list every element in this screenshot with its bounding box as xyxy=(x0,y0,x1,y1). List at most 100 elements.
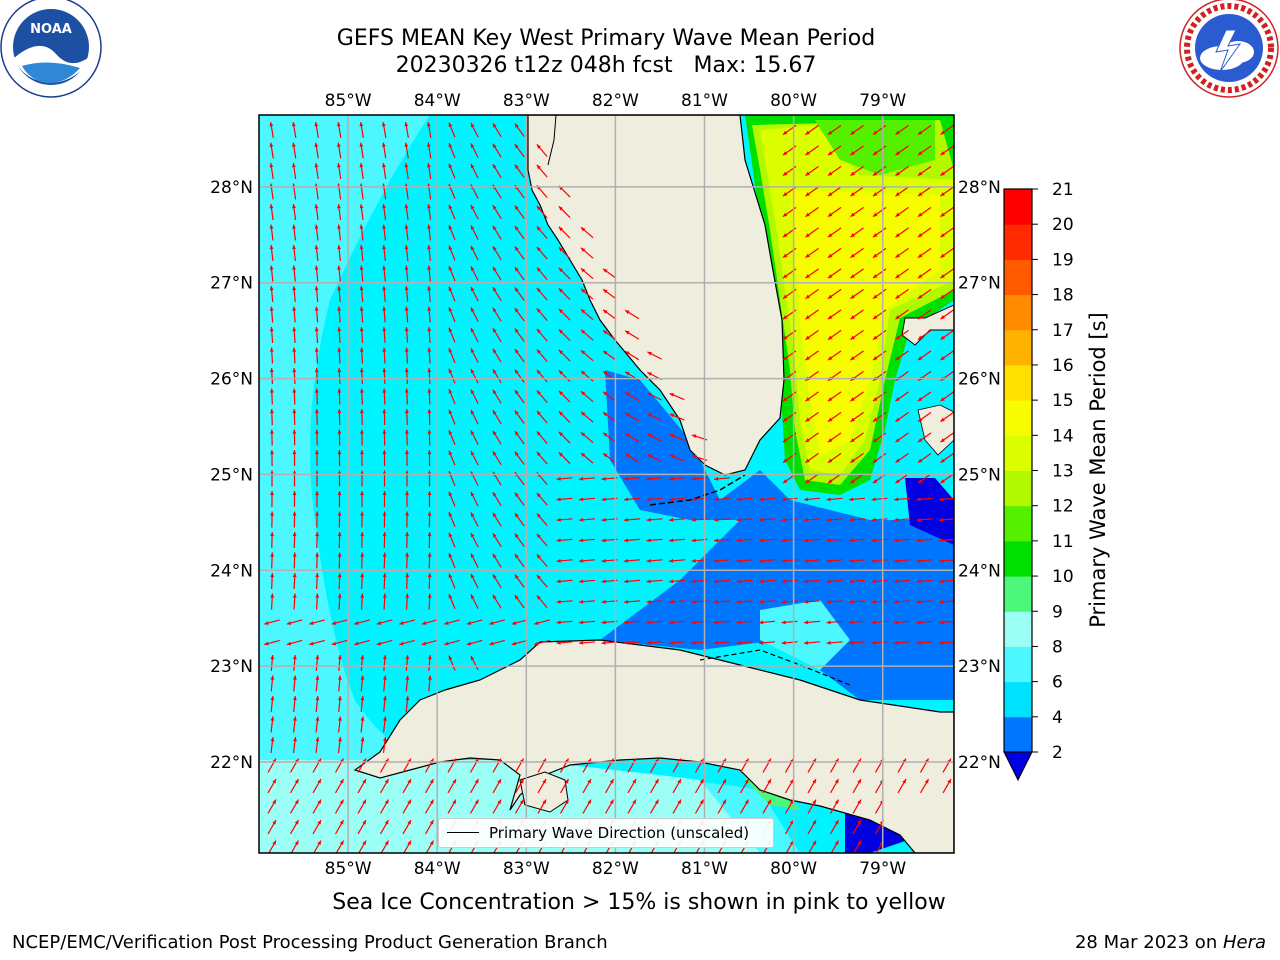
wave-arrow-head xyxy=(317,779,321,784)
wave-arrow-head xyxy=(850,130,855,135)
colorbar-tick-label: 14 xyxy=(1052,426,1074,446)
wave-arrow-head xyxy=(789,799,794,805)
wave-arrow-head xyxy=(426,142,431,147)
wave-arrow-head xyxy=(272,840,276,846)
wave-arrow-head xyxy=(448,532,453,538)
wave-arrow-head xyxy=(691,579,696,584)
wave-arrow-head xyxy=(360,470,364,475)
wave-arrow-head xyxy=(294,799,299,805)
wave-arrow-head xyxy=(294,840,299,846)
wave-arrow-head xyxy=(314,429,319,434)
map-subtitle-run: 20230326 t12z 048h fcst Max: 15.67 xyxy=(395,53,817,78)
wave-arrow-head xyxy=(383,716,387,721)
wave-arrow-head xyxy=(291,142,296,147)
wave-arrow-head xyxy=(587,799,591,805)
wave-arrow-head xyxy=(556,497,561,502)
wave-arrow-head xyxy=(782,335,788,340)
wave-arrow-head xyxy=(804,558,809,563)
wave-arrow-head xyxy=(782,294,788,299)
wave-arrow-head xyxy=(474,779,479,784)
wave-arrow-head xyxy=(404,409,409,414)
wave-arrow-head xyxy=(736,579,741,584)
wave-arrow-head xyxy=(337,655,342,660)
wave-arrow-head xyxy=(269,122,274,127)
wave-arrow-head xyxy=(654,779,659,784)
wave-arrow-head xyxy=(917,315,923,320)
wave-arrow-head xyxy=(857,799,861,805)
wave-arrow-head xyxy=(404,163,409,168)
wave-arrow-head xyxy=(872,479,878,484)
lat-tick-label: 28°N xyxy=(210,178,253,198)
wave-arrow-head xyxy=(536,226,541,231)
wave-arrow-head xyxy=(714,558,719,563)
wave-arrow-head xyxy=(872,356,878,361)
wave-arrow-head xyxy=(317,799,321,805)
wave-arrow-head xyxy=(781,640,786,645)
wave-arrow-head xyxy=(470,204,475,210)
wave-arrow-head xyxy=(448,122,453,128)
wave-arrow-head xyxy=(850,212,855,217)
wave-arrow-head xyxy=(895,335,900,340)
wave-arrow-head xyxy=(850,294,855,299)
wave-arrow-head xyxy=(646,538,651,543)
wave-arrow-head xyxy=(699,779,704,784)
wave-arrow-head xyxy=(337,265,342,270)
wave-arrow-head xyxy=(625,371,630,376)
wave-arrow-head xyxy=(270,696,275,701)
wave-arrow-head xyxy=(536,267,541,272)
wave-arrow-head xyxy=(376,621,382,625)
wave-arrow-head xyxy=(587,779,591,784)
wave-arrow-head xyxy=(264,641,269,646)
wave-arrow-head xyxy=(916,558,921,563)
wave-arrow-head xyxy=(916,538,921,543)
wave-arrow-head xyxy=(292,286,297,291)
wave-arrow-head xyxy=(337,450,342,455)
wave-arrow-head xyxy=(939,599,944,604)
wave-arrow-head xyxy=(736,640,741,645)
wave-arrow-head xyxy=(872,438,878,443)
wave-arrow-head xyxy=(359,163,364,168)
lat-tick-label: 22°N xyxy=(958,753,1001,773)
wave-arrow-head xyxy=(609,799,614,805)
wave-arrow-head xyxy=(337,696,342,701)
wave-arrow-head xyxy=(624,517,629,522)
colorbar-segment xyxy=(1004,505,1032,542)
wave-arrow-head xyxy=(603,289,608,294)
wave-arrow-head xyxy=(427,286,432,291)
wave-arrow-head xyxy=(427,450,432,455)
wave-arrow-head xyxy=(382,573,387,578)
wave-arrow-head xyxy=(337,429,342,434)
wave-arrow-head xyxy=(579,640,584,645)
wave-arrow-head xyxy=(492,123,497,128)
wave-arrow-head xyxy=(382,696,387,701)
wave-arrow-head xyxy=(314,327,319,332)
wave-arrow-head xyxy=(857,779,861,784)
wave-arrow-head xyxy=(382,327,387,332)
wave-arrow-head xyxy=(646,599,651,604)
wave-arrow-head xyxy=(470,594,475,599)
wave-arrow-head xyxy=(556,538,561,543)
wave-arrow-head xyxy=(269,142,274,147)
wave-arrow-head xyxy=(514,574,519,579)
wave-arrow-head xyxy=(359,327,364,332)
wave-arrow-head xyxy=(269,368,274,373)
wave-arrow-head xyxy=(492,246,497,251)
wave-arrow-head xyxy=(789,840,794,846)
wave-arrow-head xyxy=(427,204,431,209)
wave-arrow-head xyxy=(536,513,541,518)
wave-arrow-head xyxy=(940,438,945,443)
wave-arrow-head xyxy=(849,599,854,604)
wave-arrow-head xyxy=(580,411,586,416)
wave-arrow-head xyxy=(714,579,719,584)
wave-arrow-head xyxy=(337,573,342,578)
colorbar-tick-label: 8 xyxy=(1052,637,1063,657)
wave-arrow-head xyxy=(812,840,816,846)
wave-arrow-head xyxy=(514,492,519,497)
wave-arrow-head xyxy=(270,511,275,516)
wave-arrow-head xyxy=(359,224,364,229)
wave-arrow-head xyxy=(292,204,296,209)
wave-arrow-head xyxy=(647,392,652,397)
wave-arrow-head xyxy=(444,621,449,625)
wave-arrow-head xyxy=(691,599,696,604)
wave-arrow-head xyxy=(556,579,561,584)
